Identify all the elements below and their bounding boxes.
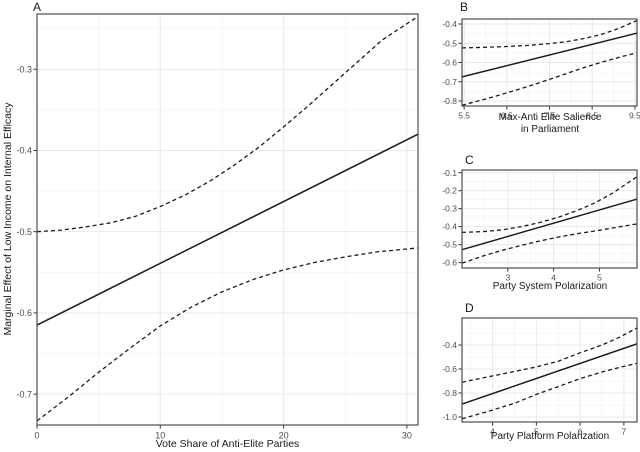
x-tick-label: 7 [622, 427, 627, 437]
x-tick-label: 3 [505, 273, 510, 283]
panel-b-x-axis-title-line2: in Parliament [520, 124, 580, 135]
panel-a-plot: 0 10 20 30 -0.3 -0.4 -0.5 -0.6 -0.7 [16, 13, 419, 441]
y-tick-label: -0.7 [442, 77, 457, 87]
x-tick-label: 30 [402, 431, 412, 441]
series-ci-upper [36, 15, 419, 233]
panel-a-x-axis-title: Vote Share of Anti-Elite Parties [155, 438, 300, 450]
panel-b-plot: 5.5 6.5 7.5 8.5 9.5 -0.4 -0.5 -0.6 -0.7 -0.8 [442, 18, 640, 121]
y-tick-label: -0.6 [16, 308, 32, 318]
panel-b-x-axis-title-line1: Max-Anti Elite Salience [498, 112, 602, 123]
x-tick-label: 9.5 [629, 111, 640, 121]
panel-border [461, 169, 638, 269]
panel-b-letter: B [460, 0, 469, 14]
panel-c-plot: 3 4 5 -0.1 -0.2 -0.3 -0.4 -0.5 -0.6 [442, 168, 638, 283]
y-tick-label: -0.8 [442, 96, 457, 106]
panel-background [462, 170, 637, 268]
panel-border [461, 18, 638, 107]
x-tick-label: 5.5 [458, 111, 470, 121]
y-tick-label: -0.3 [442, 204, 457, 214]
series-estimate [36, 133, 419, 326]
y-tick-label: -0.4 [442, 19, 457, 29]
y-tick-label: -0.4 [16, 146, 32, 156]
x-tick-label: 4 [490, 427, 495, 437]
x-tick-label: 5 [597, 273, 602, 283]
y-tick-label: -0.3 [16, 64, 32, 74]
y-tick-label: -0.6 [442, 58, 457, 68]
panel-border [36, 13, 419, 426]
panel-a-letter: A [33, 0, 42, 14]
y-tick-label: -0.8 [442, 388, 457, 398]
series-ci-upper [461, 176, 638, 234]
x-tick-label: 5 [534, 427, 539, 437]
panel-c-letter: C [465, 153, 474, 167]
panel-background [37, 14, 418, 425]
y-tick-label: -0.4 [442, 340, 457, 350]
series-ci-lower [461, 52, 638, 106]
series-ci-lower [461, 362, 638, 420]
panel-d-letter: D [465, 301, 474, 315]
y-tick-label: -0.5 [442, 240, 457, 250]
y-tick-label: -0.1 [442, 168, 457, 178]
y-tick-label: -0.6 [442, 364, 457, 374]
y-tick-label: -0.4 [442, 222, 457, 232]
y-tick-label: -0.7 [16, 389, 32, 399]
x-tick-label: 0 [34, 431, 39, 441]
series-ci-upper [461, 327, 638, 383]
x-tick-label: 6.5 [501, 111, 513, 121]
y-tick-label: -0.6 [442, 258, 457, 268]
series-ci-lower [36, 247, 419, 422]
x-tick-label: 6 [578, 427, 583, 437]
x-tick-label: 20 [279, 431, 289, 441]
series-ci-upper [461, 19, 638, 49]
x-tick-label: 7.5 [544, 111, 556, 121]
y-tick-label: -1.0 [442, 412, 457, 422]
series-estimate [461, 343, 638, 405]
x-tick-label: 8.5 [586, 111, 598, 121]
panel-d-plot: 4 5 6 7 -0.4 -0.6 -0.8 -1.0 [442, 317, 638, 437]
y-tick-label: -0.5 [442, 38, 457, 48]
panel-a-y-axis-title: Marginal Effect of Low Income on Interna… [2, 102, 14, 336]
panel-c-x-axis-title: Party System Polarization [492, 281, 608, 292]
x-tick-label: 4 [551, 273, 556, 283]
panel-border [461, 317, 638, 423]
series-estimate [461, 198, 638, 251]
y-tick-label: -0.2 [442, 186, 457, 196]
series-estimate [461, 32, 638, 78]
y-tick-label: -0.5 [16, 227, 32, 237]
x-tick-label: 10 [155, 431, 165, 441]
panel-d-x-axis-title: Party Platform Polarization [490, 431, 610, 442]
